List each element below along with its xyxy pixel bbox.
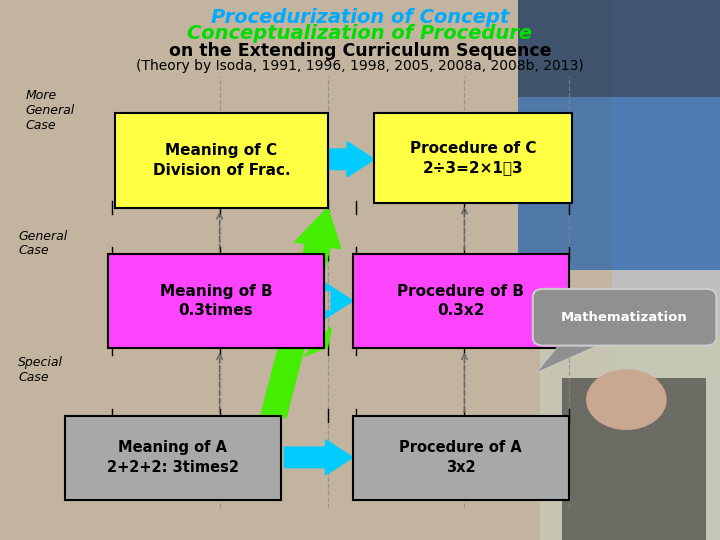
FancyBboxPatch shape: [353, 254, 569, 348]
Text: Procedure of A
3x2: Procedure of A 3x2: [400, 440, 522, 475]
FancyBboxPatch shape: [533, 289, 716, 346]
Text: Procedure of C
2÷3=2×1／3: Procedure of C 2÷3=2×1／3: [410, 140, 536, 176]
FancyBboxPatch shape: [540, 335, 720, 540]
FancyBboxPatch shape: [518, 0, 720, 97]
Text: Meaning of B
0.3times: Meaning of B 0.3times: [160, 284, 272, 319]
Text: Mathematization: Mathematization: [561, 310, 688, 324]
FancyBboxPatch shape: [353, 416, 569, 500]
Text: Meaning of A
2+2+2: 3times2: Meaning of A 2+2+2: 3times2: [107, 440, 239, 475]
FancyBboxPatch shape: [108, 254, 324, 348]
Text: on the Extending Curriculum Sequence: on the Extending Curriculum Sequence: [168, 42, 552, 60]
Text: Procedure of B
0.3x2: Procedure of B 0.3x2: [397, 284, 524, 319]
FancyBboxPatch shape: [562, 378, 706, 540]
Text: More
General
Case: More General Case: [25, 89, 74, 132]
Polygon shape: [261, 208, 341, 417]
FancyBboxPatch shape: [374, 113, 572, 202]
Polygon shape: [325, 283, 353, 319]
Polygon shape: [328, 142, 374, 177]
Text: Special
Case: Special Case: [18, 356, 63, 384]
Text: General
Case: General Case: [18, 230, 67, 258]
Circle shape: [587, 370, 666, 429]
FancyBboxPatch shape: [518, 0, 720, 270]
FancyBboxPatch shape: [65, 416, 281, 500]
FancyBboxPatch shape: [115, 113, 328, 208]
Text: Procedurization of Concept: Procedurization of Concept: [211, 8, 509, 27]
Polygon shape: [266, 311, 331, 356]
Text: Meaning of C
Division of Frac.: Meaning of C Division of Frac.: [153, 143, 290, 178]
Polygon shape: [284, 440, 353, 475]
Polygon shape: [536, 338, 616, 373]
Text: (Theory by Isoda, 1991, 1996, 1998, 2005, 2008a, 2008b, 2013): (Theory by Isoda, 1991, 1996, 1998, 2005…: [136, 59, 584, 73]
Text: Conceptualization of Procedure: Conceptualization of Procedure: [187, 24, 533, 43]
FancyBboxPatch shape: [0, 0, 612, 540]
